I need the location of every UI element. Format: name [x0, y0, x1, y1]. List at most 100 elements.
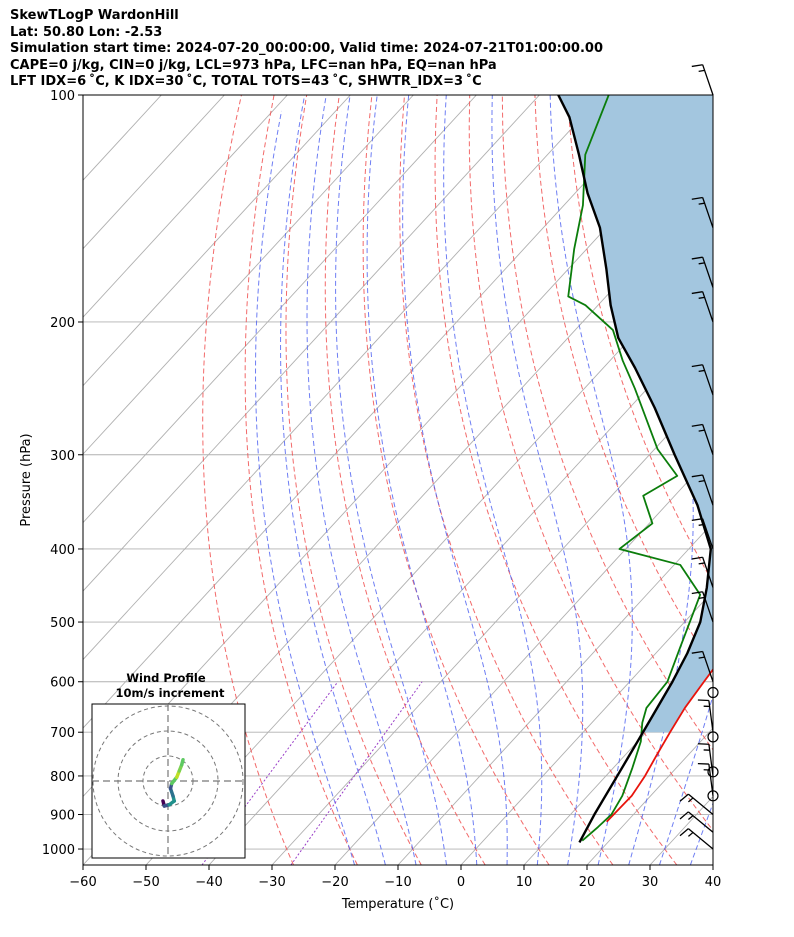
- x-tick-label: −20: [321, 875, 348, 890]
- dry-adiabat-line: [434, 95, 678, 865]
- hodograph-segment: [180, 758, 185, 767]
- x-tick-label: −60: [69, 875, 96, 890]
- moist-adiabat-line: [306, 95, 417, 865]
- wind-barb: [691, 650, 714, 682]
- x-tick-label: −40: [195, 875, 222, 890]
- wind-barb: [679, 793, 714, 816]
- isotherm-line: [83, 95, 666, 729]
- hodograph-plot: [92, 704, 245, 858]
- dry-adiabat-line: [731, 95, 794, 865]
- isotherm-line: [83, 95, 288, 318]
- y-tick-label: 200: [50, 316, 75, 331]
- wind-barb: [691, 556, 714, 588]
- isotherm-line: [83, 95, 603, 661]
- axes: −60 −50 −40 −30 −20 −10 0 10 20 30 40 1000 900 800 700…: [42, 89, 721, 890]
- hodograph-title: Wind Profile: [126, 671, 206, 685]
- wind-barb: [691, 64, 714, 96]
- x-axis-title: Temperature (˚C): [341, 896, 454, 912]
- indices-line-2: LFT IDX=6 ˚C, K IDX=30 ˚C, TOTAL TOTS=43…: [10, 74, 482, 90]
- isotherm-line: [712, 864, 713, 865]
- dry-adiabat-line: [244, 95, 358, 865]
- isotherm-line: [776, 95, 794, 865]
- moist-adiabat-line: [335, 95, 447, 865]
- wind-barb: [697, 699, 714, 733]
- y-tick-label: 900: [50, 809, 75, 824]
- dry-adiabat-line: [501, 95, 713, 751]
- dry-adiabat-line: [399, 95, 614, 865]
- isotherm-line: [83, 95, 351, 387]
- cape-area: [558, 95, 713, 733]
- hodograph-subtitle: 10m/s increment: [116, 686, 225, 700]
- moist-adiabat-line: [255, 110, 356, 865]
- isotherm-line: [460, 590, 713, 865]
- x-tick-label: 30: [642, 875, 659, 890]
- moist-adiabat-line: [491, 95, 584, 865]
- isotherm-line: [83, 95, 414, 455]
- mixing-ratio-line: [290, 681, 423, 865]
- isotherm-line: [586, 727, 713, 865]
- dry-adiabat-line: [763, 95, 794, 865]
- x-tick-label: 40: [705, 875, 722, 890]
- cape-fill-layer: [558, 95, 713, 733]
- x-tick-label: −30: [258, 875, 285, 890]
- dry-adiabat-line: [362, 95, 550, 865]
- wind-barb: [691, 364, 714, 396]
- wind-barb: [691, 196, 714, 228]
- isotherm-line: [83, 95, 540, 592]
- indices-line-1: CAPE=0 j/kg, CIN=0 j/kg, LCL=973 hPa, LF…: [10, 57, 497, 73]
- background-lines: [83, 95, 794, 865]
- dry-adiabat-line: [285, 95, 422, 865]
- wind-barb: [691, 423, 714, 455]
- wind-barb: [691, 256, 714, 288]
- location-line: Lat: 50.80 Lon: -2.53: [10, 24, 163, 40]
- x-tick-label: 10: [516, 875, 533, 890]
- y-tick-label: 1000: [42, 843, 75, 858]
- moist-adiabat-line: [366, 95, 478, 865]
- dry-adiabat-line: [468, 95, 713, 832]
- isotherm-line: [271, 384, 713, 865]
- dry-adiabat-line: [567, 95, 713, 584]
- wind-barb: [679, 828, 714, 850]
- wind-barb: [691, 474, 714, 506]
- y-tick-label: 800: [50, 770, 75, 785]
- wind-barb: [697, 743, 714, 777]
- x-tick-label: −50: [132, 875, 159, 890]
- y-tick-label: 100: [50, 89, 75, 104]
- y-axis-title: Pressure (hPa): [19, 433, 34, 526]
- dry-adiabat-line: [202, 95, 294, 865]
- wind-barb: [691, 518, 714, 550]
- dewpoint-profile-line: [567, 95, 702, 842]
- parcel-profile-line: [557, 95, 712, 843]
- moist-adiabat-line: [402, 95, 508, 865]
- y-tick-label: 400: [50, 543, 75, 558]
- wind-barb: [691, 591, 714, 623]
- isotherm-line: [145, 248, 713, 865]
- moist-adiabat-line: [549, 95, 633, 865]
- dry-adiabat-line: [324, 95, 486, 865]
- y-tick-label: 600: [50, 676, 75, 691]
- moist-adiabat-line: [443, 95, 543, 865]
- chart-title: SkewTLogP WardonHill: [10, 8, 179, 23]
- hodograph-inset: Wind Profile 10m/s increment: [91, 671, 246, 859]
- x-tick-label: 20: [579, 875, 596, 890]
- moist-adiabat-line: [658, 694, 713, 865]
- isotherm-line: [83, 95, 225, 250]
- temperature-profile-line: [606, 668, 713, 823]
- y-tick-label: 700: [50, 726, 75, 741]
- time-line: Simulation start time: 2024-07-20_00:00:…: [10, 41, 603, 57]
- y-tick-label: 500: [50, 616, 75, 631]
- moist-adiabat-line: [280, 95, 386, 865]
- chart-header: SkewTLogP WardonHill Lat: 50.80 Lon: -2.…: [10, 8, 603, 91]
- mixing-ratio-line: [201, 681, 339, 865]
- profile-series: [557, 95, 713, 843]
- isotherm-line: [208, 316, 713, 865]
- isotherm-line: [397, 521, 713, 865]
- x-tick-label: −10: [384, 875, 411, 890]
- isotherm-line: [83, 95, 477, 524]
- wind-barb: [691, 291, 714, 323]
- x-tick-label: 0: [457, 875, 465, 890]
- moist-adiabat-line: [721, 95, 794, 865]
- isotherm-line: [334, 453, 713, 865]
- wind-barb: [679, 811, 714, 833]
